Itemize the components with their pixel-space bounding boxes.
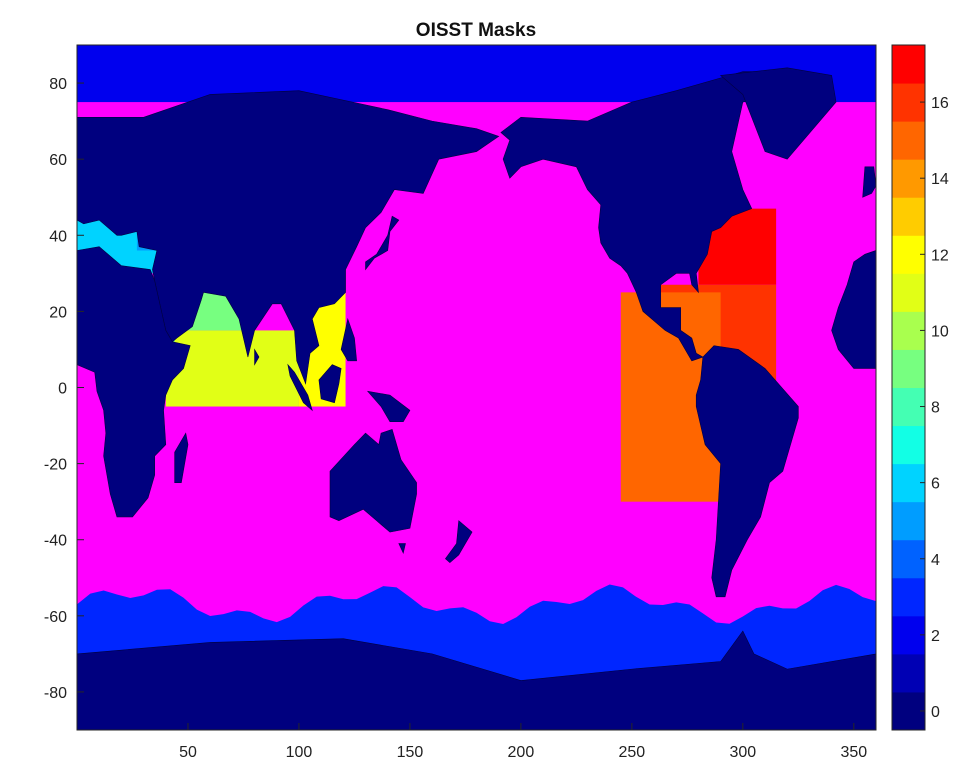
y-tick-label: -80 <box>44 685 67 702</box>
y-tick-label: 60 <box>49 152 67 169</box>
land-borneo <box>318 364 342 404</box>
land-africa-west <box>831 250 876 369</box>
y-tick-label: -60 <box>44 609 67 626</box>
region-mask-4 <box>165 330 299 407</box>
colorbar-band <box>892 349 925 388</box>
colorbar-band <box>892 121 925 160</box>
colorbar-band <box>892 159 925 198</box>
colorbar-tick-label: 10 <box>931 323 949 340</box>
land-new-zealand <box>445 520 473 563</box>
land-sri-lanka <box>254 348 260 366</box>
colorbar-band <box>892 273 925 312</box>
colorbar-border <box>891 44 926 731</box>
colorbar-band <box>892 501 925 541</box>
land-madagascar <box>174 432 189 483</box>
chart-title: OISST Masks <box>416 20 536 41</box>
colorbar-band <box>892 425 925 465</box>
colorbar-tick-label: 2 <box>931 628 940 645</box>
colorbar-tick-label: 4 <box>931 552 940 569</box>
colorbar-band <box>892 577 925 617</box>
land-philippines <box>340 317 357 362</box>
x-tick-label: 150 <box>397 744 424 761</box>
land-greenland <box>719 67 837 160</box>
x-axis: 50 100 150 200 250 300 350 <box>179 723 867 761</box>
land-new-guinea <box>366 390 411 423</box>
y-tick-label: 80 <box>49 76 67 93</box>
land-south-america <box>695 345 799 598</box>
land-japan <box>365 215 400 271</box>
land-layer <box>77 67 876 730</box>
y-axis: -80 -60 -40 -20 0 20 40 60 80 <box>44 76 84 702</box>
land-antarctica <box>77 630 876 730</box>
colorbar-band <box>892 197 925 236</box>
colorbar-band <box>892 539 925 579</box>
colorbar-band <box>892 653 925 693</box>
colorbar-ticks: 0 2 4 6 8 10 12 14 16 <box>920 95 949 721</box>
y-tick-label: 0 <box>58 381 67 398</box>
x-tick-label: 350 <box>840 744 867 761</box>
colorbar-band <box>892 83 925 122</box>
y-tick-label: 40 <box>49 228 67 245</box>
colorbar-tick-label: 0 <box>931 704 940 721</box>
x-tick-label: 250 <box>619 744 646 761</box>
colorbar-band <box>892 463 925 503</box>
x-tick-label: 50 <box>179 744 197 761</box>
colorbar-band <box>892 615 925 655</box>
colorbar-band <box>892 235 925 274</box>
y-tick-label: -40 <box>44 533 67 550</box>
colorbar-tick-label: 12 <box>931 247 949 264</box>
colorbar-tick-label: 6 <box>931 476 940 493</box>
colorbar-band <box>892 691 925 731</box>
x-tick-label: 300 <box>729 744 756 761</box>
x-tick-label: 200 <box>508 744 535 761</box>
y-tick-label: 20 <box>49 304 67 321</box>
colorbar-band <box>892 45 925 84</box>
colorbar-band <box>892 387 925 427</box>
land-eurasia <box>77 90 500 385</box>
plot-area <box>76 44 877 731</box>
x-tick-label: 100 <box>286 744 313 761</box>
colorbar-band <box>892 311 925 350</box>
colorbar-tick-label: 8 <box>931 400 940 417</box>
land-africa-east <box>77 246 191 518</box>
colorbar-tick-label: 16 <box>931 95 949 112</box>
colorbar-tick-label: 14 <box>931 171 949 188</box>
colorbar-bands <box>892 45 925 731</box>
land-australia <box>329 428 417 533</box>
colorbar: 0 2 4 6 8 10 12 14 16 <box>891 44 949 731</box>
land-uk <box>862 166 876 198</box>
y-tick-label: -20 <box>44 457 67 474</box>
land-sumatra <box>287 363 313 412</box>
land-tasmania <box>398 543 406 554</box>
